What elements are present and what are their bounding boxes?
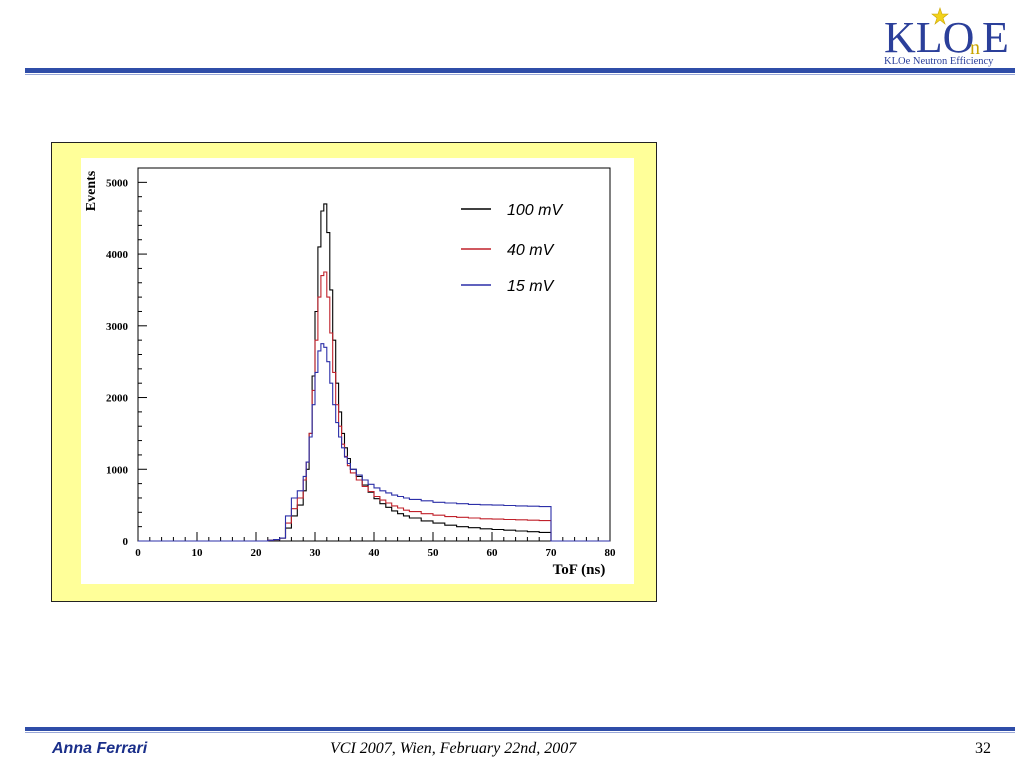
- tof-histogram-chart: 0 10 20 30 40 50 60 70 80 0 1000 2000 3000 4000 5000 1…: [84, 167, 616, 578]
- x-axis-label: ToF (ns): [553, 562, 606, 578]
- y-tick-label: 1000: [106, 464, 129, 476]
- y-tick-label: 3000: [106, 321, 129, 333]
- page-number: 32: [975, 740, 991, 757]
- logo-tagline: KLOe Neutron Efficiency: [884, 56, 994, 67]
- x-tick-label: 50: [428, 547, 440, 559]
- logo-main-text: KLO: [884, 13, 974, 62]
- footer-conference: VCI 2007, Wien, February 22nd, 2007: [330, 740, 577, 757]
- x-tick-label: 70: [546, 547, 558, 559]
- footer-rule: [25, 727, 1015, 731]
- x-tick-label: 10: [192, 547, 204, 559]
- y-tick-label: 2000: [106, 393, 129, 405]
- logo-sub-letter: n: [970, 37, 980, 59]
- star-icon: [931, 7, 949, 25]
- x-tick-label: 60: [487, 547, 499, 559]
- header-rule: [25, 68, 1015, 73]
- y-axis-label: Events: [84, 170, 99, 211]
- legend-label-0: 100 mV: [507, 202, 563, 219]
- y-tick-label: 4000: [106, 249, 129, 261]
- x-tick-label: 30: [310, 547, 322, 559]
- kloe-logo: KLO E n KLOe Neutron Efficiency: [884, 7, 1009, 67]
- chart-tick-labels: 0 10 20 30 40 50 60 70 80 0 1000 2000 3000 4000 5000: [106, 177, 616, 559]
- header-rule-thin: [25, 74, 1015, 75]
- x-tick-label: 20: [251, 547, 263, 559]
- y-tick-label: 5000: [106, 177, 129, 189]
- legend-label-2: 15 mV: [507, 278, 555, 295]
- chart-legend: 100 mV 40 mV 15 mV: [461, 202, 563, 295]
- series-line-2: [138, 343, 610, 542]
- chart-background: [81, 158, 634, 584]
- x-tick-label: 40: [369, 547, 381, 559]
- series-line-1: [138, 271, 610, 542]
- legend-label-1: 40 mV: [507, 242, 555, 259]
- y-tick-label: 0: [123, 536, 129, 548]
- logo-suffix-text: E: [982, 13, 1009, 62]
- footer-author: Anna Ferrari: [52, 740, 148, 757]
- x-tick-label: 80: [605, 547, 617, 559]
- x-tick-label: 0: [135, 547, 141, 559]
- footer-rule-thin: [25, 732, 1015, 733]
- chart-series: [138, 203, 610, 542]
